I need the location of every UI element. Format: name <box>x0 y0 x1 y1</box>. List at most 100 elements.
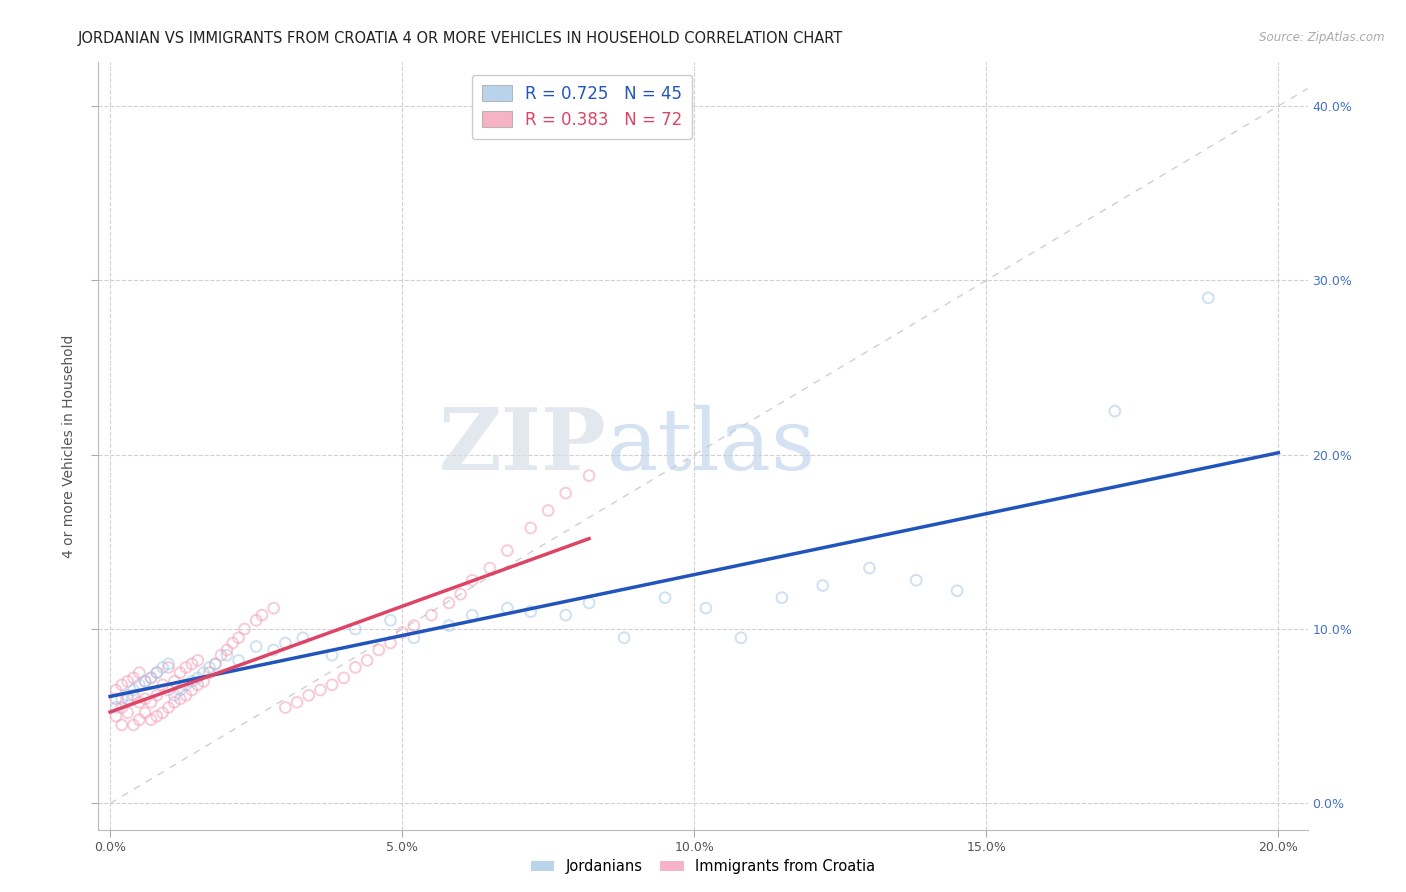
Point <box>233 622 256 636</box>
Point <box>187 671 209 685</box>
Point <box>228 653 250 667</box>
Point <box>180 674 202 689</box>
Point <box>402 631 425 645</box>
Point <box>163 674 186 689</box>
Point <box>128 713 150 727</box>
Point <box>554 486 576 500</box>
Point <box>169 691 191 706</box>
Legend: R = 0.725   N = 45, R = 0.383   N = 72: R = 0.725 N = 45, R = 0.383 N = 72 <box>472 75 692 139</box>
Point <box>437 618 460 632</box>
Point <box>111 700 134 714</box>
Point <box>198 660 221 674</box>
Point <box>613 631 636 645</box>
Point <box>461 573 484 587</box>
Point <box>139 671 162 685</box>
Point <box>391 625 413 640</box>
Point <box>461 608 484 623</box>
Point <box>111 691 134 706</box>
Point <box>111 678 134 692</box>
Point <box>263 601 285 615</box>
Point <box>134 674 156 689</box>
Point <box>180 657 202 671</box>
Point <box>157 660 180 674</box>
Point <box>274 700 297 714</box>
Point <box>420 608 443 623</box>
Point <box>215 643 238 657</box>
Point <box>578 596 600 610</box>
Point <box>811 578 834 592</box>
Point <box>104 691 127 706</box>
Point <box>291 631 314 645</box>
Point <box>519 521 541 535</box>
Text: atlas: atlas <box>606 404 815 488</box>
Point <box>187 653 209 667</box>
Point <box>437 596 460 610</box>
Point <box>134 706 156 720</box>
Point <box>215 648 238 663</box>
Point <box>122 683 145 698</box>
Point <box>146 665 169 680</box>
Point <box>274 636 297 650</box>
Point <box>104 700 127 714</box>
Point <box>905 573 928 587</box>
Point <box>344 622 367 636</box>
Point <box>250 608 273 623</box>
Point <box>367 643 389 657</box>
Point <box>245 613 267 627</box>
Point <box>134 691 156 706</box>
Point <box>139 671 162 685</box>
Point <box>128 665 150 680</box>
Point <box>332 671 354 685</box>
Point <box>1104 404 1126 418</box>
Point <box>117 689 139 703</box>
Point <box>174 660 197 674</box>
Point <box>146 709 169 723</box>
Point <box>157 683 180 698</box>
Point <box>496 543 519 558</box>
Text: ZIP: ZIP <box>439 404 606 488</box>
Point <box>163 689 186 703</box>
Point <box>152 678 174 692</box>
Point <box>321 648 343 663</box>
Text: JORDANIAN VS IMMIGRANTS FROM CROATIA 4 OR MORE VEHICLES IN HOUSEHOLD CORRELATION: JORDANIAN VS IMMIGRANTS FROM CROATIA 4 O… <box>77 31 842 46</box>
Point <box>309 683 332 698</box>
Point <box>122 718 145 732</box>
Point <box>193 674 215 689</box>
Point <box>209 648 232 663</box>
Point <box>128 678 150 692</box>
Y-axis label: 4 or more Vehicles in Household: 4 or more Vehicles in Household <box>62 334 76 558</box>
Text: Source: ZipAtlas.com: Source: ZipAtlas.com <box>1260 31 1385 45</box>
Point <box>578 468 600 483</box>
Point <box>122 689 145 703</box>
Point <box>174 689 197 703</box>
Point <box>730 631 752 645</box>
Point <box>169 665 191 680</box>
Point <box>117 706 139 720</box>
Point <box>104 709 127 723</box>
Point <box>128 695 150 709</box>
Point <box>117 691 139 706</box>
Point <box>537 503 560 517</box>
Point <box>344 660 367 674</box>
Point <box>169 683 191 698</box>
Point <box>157 700 180 714</box>
Point <box>496 601 519 615</box>
Point <box>204 657 226 671</box>
Point <box>554 608 576 623</box>
Point <box>152 660 174 674</box>
Point <box>187 678 209 692</box>
Point <box>285 695 308 709</box>
Legend: Jordanians, Immigrants from Croatia: Jordanians, Immigrants from Croatia <box>524 854 882 880</box>
Point <box>111 718 134 732</box>
Point <box>204 657 226 671</box>
Point <box>174 678 197 692</box>
Point <box>152 706 174 720</box>
Point <box>117 674 139 689</box>
Point <box>695 601 717 615</box>
Point <box>770 591 793 605</box>
Point <box>228 631 250 645</box>
Point <box>858 561 880 575</box>
Point <box>193 665 215 680</box>
Point <box>122 671 145 685</box>
Point <box>478 561 501 575</box>
